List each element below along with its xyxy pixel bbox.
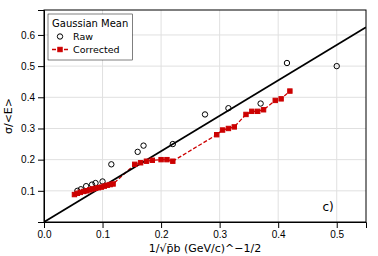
tick: 0.2 [21, 154, 44, 165]
tick: 0.1 [96, 222, 110, 240]
point [100, 179, 105, 184]
point [109, 162, 114, 167]
plot-frame [44, 10, 366, 222]
legend-label: Raw [73, 31, 93, 42]
tick: 0.0 [38, 222, 52, 240]
tick: 0.5 [21, 61, 44, 72]
point [258, 101, 263, 106]
tick-label: 0.3 [213, 229, 227, 240]
point [135, 149, 140, 154]
tick-mark [103, 222, 104, 228]
tick: 0.3 [213, 222, 227, 240]
legend-title: Gaussian Mean [52, 18, 128, 29]
point [133, 162, 137, 166]
point [284, 60, 289, 65]
point [138, 161, 142, 165]
tick: 0.2 [155, 222, 169, 240]
tick-mark [38, 128, 44, 129]
legend-symbol [57, 34, 62, 39]
point [288, 89, 292, 93]
annotation: c) [323, 200, 334, 214]
grid-line-y [44, 128, 366, 129]
tick-label: 0.2 [155, 229, 169, 240]
tick-mark [38, 160, 44, 161]
point [170, 141, 175, 146]
tick-label: 0.0 [38, 229, 52, 240]
axis-line [45, 223, 367, 229]
grid-line-y [44, 97, 366, 98]
grid-line-x [161, 10, 162, 222]
tick-label: 0.1 [96, 229, 110, 240]
grid-line-x [278, 10, 279, 222]
point [250, 109, 254, 113]
x-axis-title: 1/√p̄b (GeV/c)^−1/2 [149, 242, 261, 255]
point [171, 159, 175, 163]
points [72, 60, 339, 196]
tick: 0.6 [21, 30, 44, 41]
tick-mark [38, 191, 44, 192]
legend-label: Corrected [73, 44, 120, 55]
tick-mark [38, 35, 44, 36]
point [226, 126, 230, 130]
point [165, 157, 169, 161]
point [255, 109, 259, 113]
tick-mark [278, 222, 279, 228]
tick-mark [161, 222, 162, 228]
tick-mark [38, 66, 44, 67]
point [232, 125, 236, 129]
tick-mark [38, 97, 44, 98]
tick-mark [220, 222, 221, 228]
point [215, 133, 219, 137]
tick-label: 0.4 [272, 229, 286, 240]
tick-mark [337, 222, 338, 228]
legend-box [48, 14, 132, 60]
point [111, 182, 115, 186]
point [93, 180, 98, 185]
legend-item: Raw [57, 31, 93, 42]
point [144, 159, 148, 163]
point [150, 158, 154, 162]
tick-label: 0.5 [330, 229, 344, 240]
chart: 0.0 0.1 0.2 0.3 0.4 0.5 0.1 0.2 0.3 0.4 0.5 0.6 c) Ga… [0, 0, 378, 256]
y-axis: 0.1 0.2 0.3 0.4 0.5 0.6 [21, 11, 44, 223]
line [74, 91, 289, 195]
tick-label: 0.2 [21, 154, 35, 165]
point [279, 97, 283, 101]
point [334, 63, 339, 68]
legend-item: Corrected [52, 44, 120, 55]
tick: 0.4 [272, 222, 286, 240]
grid [44, 10, 366, 222]
y-axis-title: σ/<E> [2, 98, 15, 134]
point [226, 106, 231, 111]
tick: 0.3 [21, 123, 44, 134]
plot: 0.0 0.1 0.2 0.3 0.4 0.5 0.1 0.2 0.3 0.4 0.5 0.6 c) Ga… [21, 10, 366, 240]
x-axis: 0.0 0.1 0.2 0.3 0.4 0.5 [38, 222, 367, 240]
tick-label: 0.1 [21, 186, 35, 197]
grid-line-y [44, 66, 366, 67]
point [261, 108, 265, 112]
point [202, 112, 207, 117]
tick: 0.1 [21, 186, 44, 197]
point [159, 157, 163, 161]
axis-line [38, 11, 45, 223]
grid-line-y [44, 159, 366, 160]
grid-line-x [336, 10, 337, 222]
point [244, 112, 248, 116]
point [273, 98, 277, 102]
point [220, 128, 224, 132]
tick: 0.5 [330, 222, 344, 240]
tick: 0.4 [21, 92, 44, 103]
tick-label: 0.5 [21, 61, 35, 72]
legend: Gaussian Mean Raw Corrected [48, 14, 132, 60]
tick-label: 0.3 [21, 123, 35, 134]
legend-symbol [58, 47, 62, 51]
tick-label: 0.4 [21, 92, 35, 103]
point [141, 143, 146, 148]
tick-label: 0.6 [21, 30, 35, 41]
